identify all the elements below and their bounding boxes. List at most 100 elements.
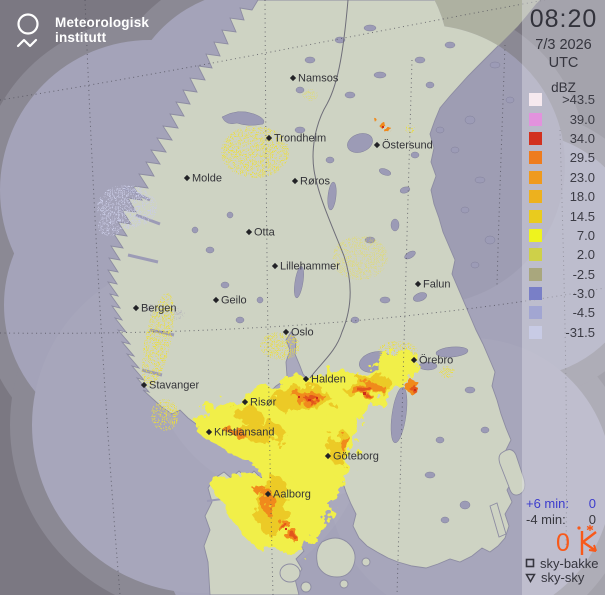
city-label: Stavanger [149, 380, 199, 392]
legend-swatch [529, 93, 542, 107]
legend-row: -4.5 [529, 303, 601, 322]
minus-minutes-label: -4 min: [526, 512, 566, 527]
city-marker-aalborg: Aalborg [264, 489, 311, 501]
city-diamond-icon [183, 174, 191, 182]
legend-row: 29.5 [529, 148, 601, 167]
toggle-sky-sky[interactable]: sky-sky [525, 570, 599, 586]
city-label: Östersund [382, 140, 433, 152]
legend-swatch [529, 325, 542, 339]
city-marker-stavanger: Stavanger [140, 380, 199, 392]
legend-label: 29.5 [569, 150, 595, 166]
legend-row: >43.5 [529, 90, 601, 109]
city-marker-göteborg: Göteborg [324, 451, 379, 463]
legend-swatch [529, 209, 542, 223]
city-marker-trondheim: Trondheim [265, 133, 326, 145]
plus-minutes-row: +6 min: 0 [522, 496, 605, 512]
city-label: Aalborg [273, 489, 311, 501]
city-label: Namsos [298, 73, 339, 85]
city-marker-lillehammer: Lillehammer [271, 261, 340, 273]
branding-line1: Meteorologisk [55, 15, 150, 30]
square-icon [525, 558, 535, 568]
city-marker-falun: Falun [414, 279, 451, 291]
branding-line2: institutt [55, 30, 107, 46]
dbz-legend: >43.5 39.0 34.0 29.5 23.0 18.0 14.5 7.0 2.0 -2.5 -… [529, 90, 601, 342]
legend-label: 14.5 [569, 208, 595, 224]
toggle-sky-bakke[interactable]: sky-bakke [525, 556, 599, 571]
plus-minutes-value: 0 [588, 496, 596, 511]
precip-weak-echo [97, 185, 157, 236]
legend-row: 39.0 [529, 109, 601, 128]
city-label: Örebro [419, 355, 453, 367]
minus-minutes-row: -4 min: 0 [522, 512, 605, 528]
legend-row: 18.0 [529, 187, 601, 206]
info-panel: 08:20 7/3 2026 UTC dBZ >43.5 39.0 34.0 29.5… [522, 0, 605, 595]
legend-row: 14.5 [529, 206, 601, 225]
precip-main [194, 123, 420, 555]
legend-row: 7.0 [529, 226, 601, 245]
legend-swatch [529, 306, 542, 320]
legend-swatch [529, 248, 542, 262]
legend-label: -4.5 [572, 305, 595, 321]
city-label: Otta [254, 227, 276, 239]
legend-swatch [529, 228, 542, 242]
city-label: Molde [192, 173, 222, 185]
legend-label: 34.0 [569, 130, 595, 146]
city-label: Lillehammer [280, 261, 340, 273]
legend-row: 2.0 [529, 245, 601, 264]
lightning-status: +6 min: 0 -4 min: 0 [522, 496, 605, 528]
legend-unit: dBZ [551, 80, 576, 95]
city-marker-östersund: Östersund [373, 140, 433, 152]
city-marker-namsos: Namsos [289, 73, 339, 85]
legend-swatch [529, 267, 542, 281]
city-marker-kristiansand: Kristiansand [205, 427, 275, 439]
minus-minutes-value: 0 [588, 512, 596, 527]
legend-label: 2.0 [576, 247, 595, 263]
legend-swatch [529, 131, 542, 145]
city-diamond-icon [264, 490, 272, 498]
city-diamond-icon [324, 452, 332, 460]
legend-label: -3.0 [572, 286, 595, 302]
lightning-icon [577, 525, 597, 555]
city-label: Göteborg [333, 451, 379, 463]
legend-label: -2.5 [572, 266, 595, 282]
city-label: Geilo [221, 295, 247, 307]
city-label: Kristiansand [214, 427, 275, 439]
legend-swatch [529, 190, 542, 204]
city-marker-örebro: Örebro [410, 355, 453, 367]
clock-time: 08:20 [529, 5, 598, 33]
city-marker-oslo: Oslo [282, 327, 314, 339]
lightning-counter: 0 [554, 524, 602, 563]
city-label: Risør [250, 397, 277, 409]
legend-label: -31.5 [565, 324, 595, 340]
legend-row: 23.0 [529, 168, 601, 187]
city-marker-molde: Molde [183, 173, 222, 185]
toggle-sky-sky-label: sky-sky [541, 570, 585, 586]
legend-row: -2.5 [529, 265, 601, 284]
city-diamond-icon [271, 262, 279, 270]
city-label: Halden [311, 374, 346, 386]
toggle-sky-bakke-label: sky-bakke [540, 555, 599, 571]
clock-date: 7/3 2026 [535, 37, 592, 53]
legend-label: 23.0 [569, 169, 595, 185]
city-diamond-icon [302, 375, 310, 383]
clock-timezone: UTC [548, 55, 579, 71]
city-diamond-icon [245, 228, 253, 236]
legend-label: 18.0 [569, 189, 595, 205]
legend-label: >43.5 [562, 92, 595, 108]
city-diamond-icon [282, 328, 290, 336]
legend-row: -3.0 [529, 284, 601, 303]
city-label: Oslo [291, 327, 314, 339]
city-diamond-icon [410, 356, 418, 364]
norway-sweden-border [309, 0, 351, 379]
met-branding: Meteorologisk institutt [12, 10, 149, 54]
city-marker-halden: Halden [302, 374, 346, 386]
triangle-down-icon [525, 573, 536, 583]
city-label: Bergen [141, 303, 176, 315]
city-marker-otta: Otta [245, 227, 276, 239]
city-layer: Namsos Trondheim Östersund Molde Røros Otta Li… [132, 73, 453, 501]
legend-swatch [529, 287, 542, 301]
legend-swatch [529, 151, 542, 165]
